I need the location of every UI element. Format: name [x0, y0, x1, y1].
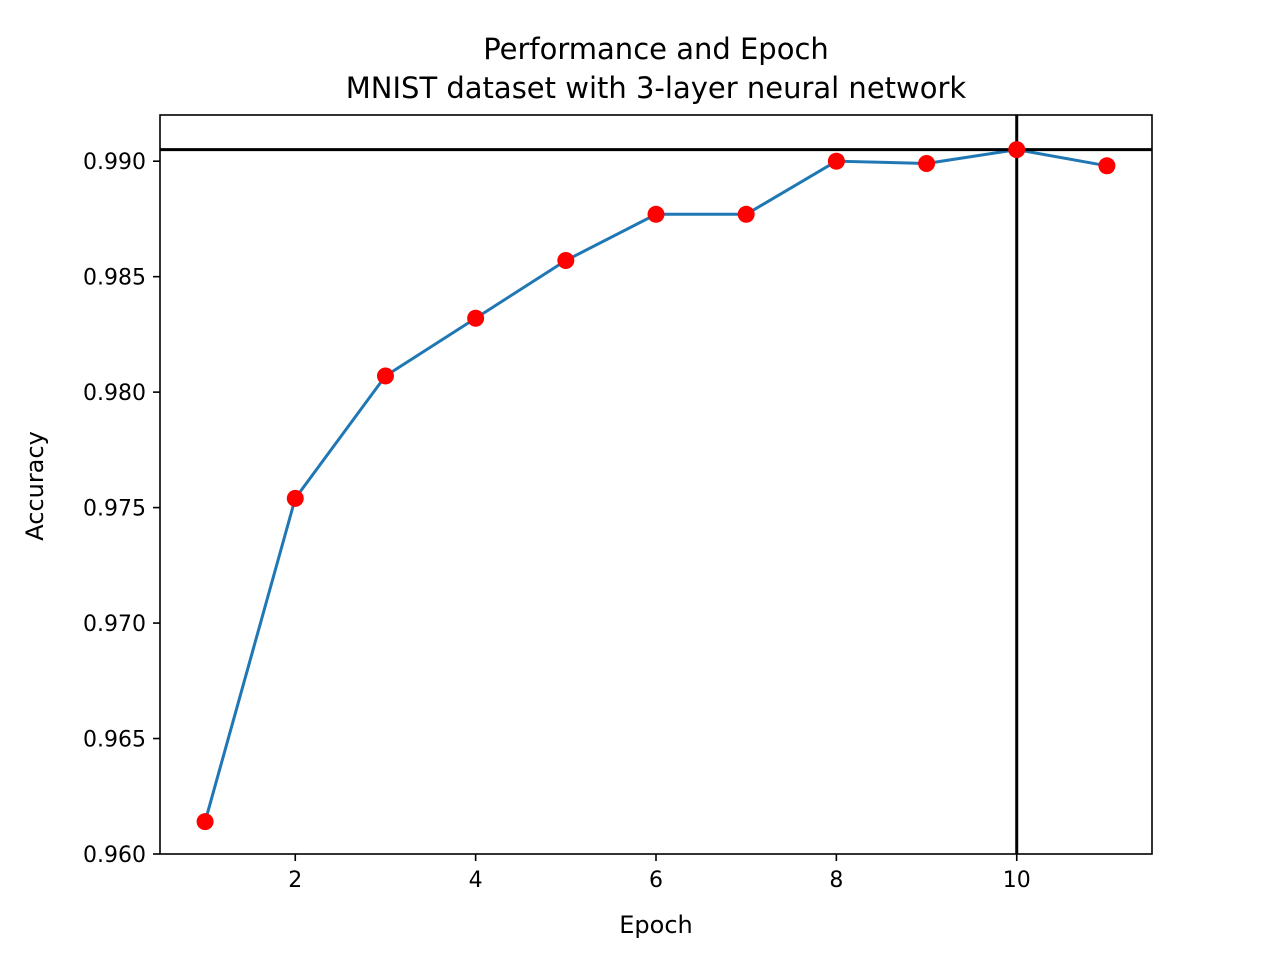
x-tick-label: 2 — [288, 868, 302, 893]
data-point — [467, 309, 485, 327]
data-point — [196, 813, 214, 831]
y-tick-label: 0.975 — [83, 497, 146, 522]
x-tick-label: 4 — [469, 868, 483, 893]
y-tick-label: 0.965 — [83, 728, 146, 753]
x-axis-label: Epoch — [619, 911, 693, 939]
data-point — [827, 152, 845, 170]
data-point — [1098, 157, 1116, 175]
data-point — [557, 251, 575, 269]
y-tick-label: 0.980 — [83, 381, 146, 406]
data-point — [1008, 141, 1026, 159]
accuracy-line — [203, 148, 1108, 823]
data-point — [286, 489, 304, 507]
data-point — [918, 154, 936, 172]
y-tick-label: 0.985 — [83, 266, 146, 291]
data-point — [376, 367, 394, 385]
axes-frame — [159, 114, 1153, 855]
x-tick-label: 6 — [649, 868, 663, 893]
y-axis-label: Accuracy — [21, 431, 49, 541]
x-tick-label: 10 — [1003, 868, 1031, 893]
y-tick-label: 0.970 — [83, 612, 146, 637]
chart-subtitle: MNIST dataset with 3-layer neural networ… — [346, 71, 967, 105]
y-tick-label: 0.960 — [83, 843, 146, 868]
chart-title: Performance and Epoch — [483, 32, 829, 66]
plot-area: 2 4 6 8 10 0.960 0.965 0.970 0.975 0.980 0.985 0.99… — [83, 114, 1153, 893]
y-tick-label: 0.990 — [83, 150, 146, 175]
data-point — [737, 205, 755, 223]
x-tick-label: 8 — [829, 868, 843, 893]
data-point — [647, 205, 665, 223]
plot-content — [160, 115, 1152, 854]
